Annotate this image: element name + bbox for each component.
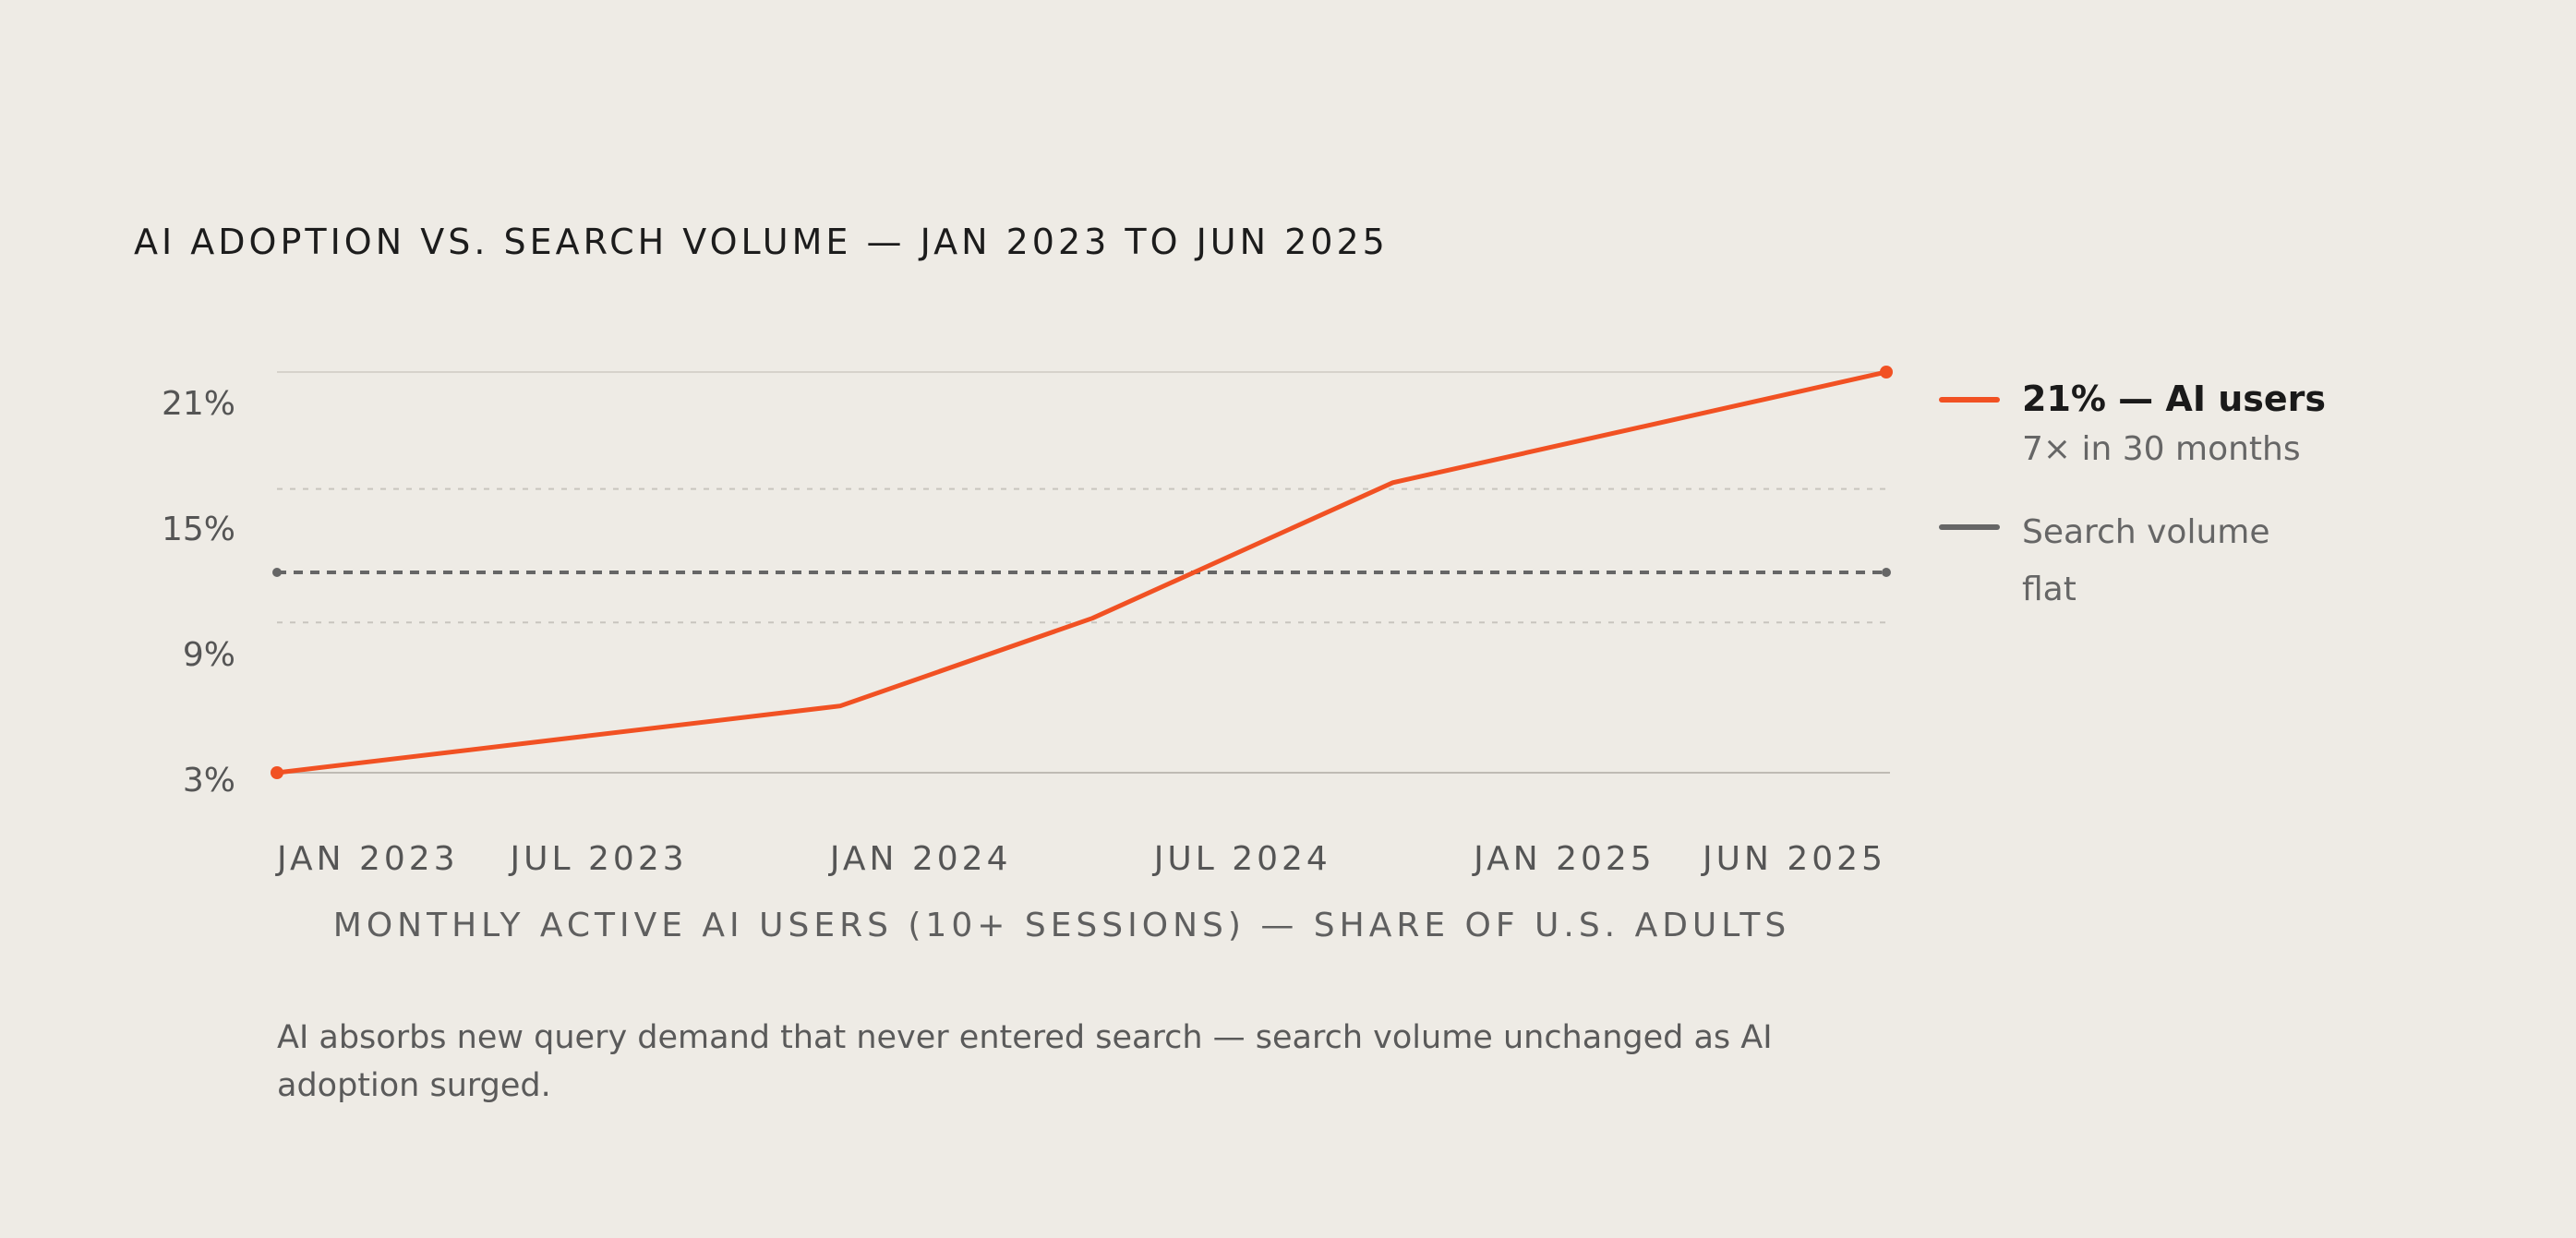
search-volume-end-point <box>1882 568 1891 577</box>
legend-swatch-search <box>1939 524 2000 530</box>
chart-caption: AI absorbs new query demand that never e… <box>277 1019 1773 1104</box>
legend-search-label: Search volume <box>2022 513 2270 551</box>
ai-users-line <box>276 369 1887 775</box>
legend-item-search-volume: Search volume flat <box>1939 504 2548 619</box>
legend-ai-sublabel: 7× in 30 months <box>2022 430 2301 468</box>
series-lines <box>271 366 1893 779</box>
x-tick-label: JUN 2025 <box>1701 840 1886 878</box>
x-axis-label: MONTHLY ACTIVE AI USERS (10+ SESSIONS) —… <box>332 907 1791 944</box>
y-tick-label: 15% <box>162 511 235 548</box>
legend-item-ai-users: 21% — AI users 7× in 30 months <box>1939 377 2548 478</box>
x-tick-label: JUL 2023 <box>509 840 688 878</box>
legend-search-label-line2: flat <box>2022 571 2076 608</box>
x-tick-label: JUL 2024 <box>1152 840 1331 878</box>
search-volume-start-point <box>272 568 282 577</box>
ai-users-start-point <box>271 766 283 779</box>
y-tick-label: 21% <box>162 385 235 423</box>
legend: 21% — AI users 7× in 30 months Search vo… <box>1939 377 2548 619</box>
x-axis-ticks: JAN 2023 JUL 2023 JAN 2024 JUL 2024 JAN … <box>275 840 1886 878</box>
ai-users-end-point <box>1880 366 1893 379</box>
y-tick-label: 9% <box>183 636 235 674</box>
legend-ai-label: 21% — AI users <box>2022 379 2326 419</box>
x-tick-label: JAN 2023 <box>275 840 459 878</box>
x-tick-label: JAN 2024 <box>828 840 1012 878</box>
x-tick-label: JAN 2025 <box>1472 840 1655 878</box>
legend-swatch-ai <box>1939 397 2000 403</box>
y-axis-ticks: 21% 15% 9% 3% <box>162 385 235 799</box>
y-tick-label: 3% <box>183 762 235 799</box>
chart-title: AI ADOPTION VS. SEARCH VOLUME — JAN 2023… <box>134 222 1389 262</box>
